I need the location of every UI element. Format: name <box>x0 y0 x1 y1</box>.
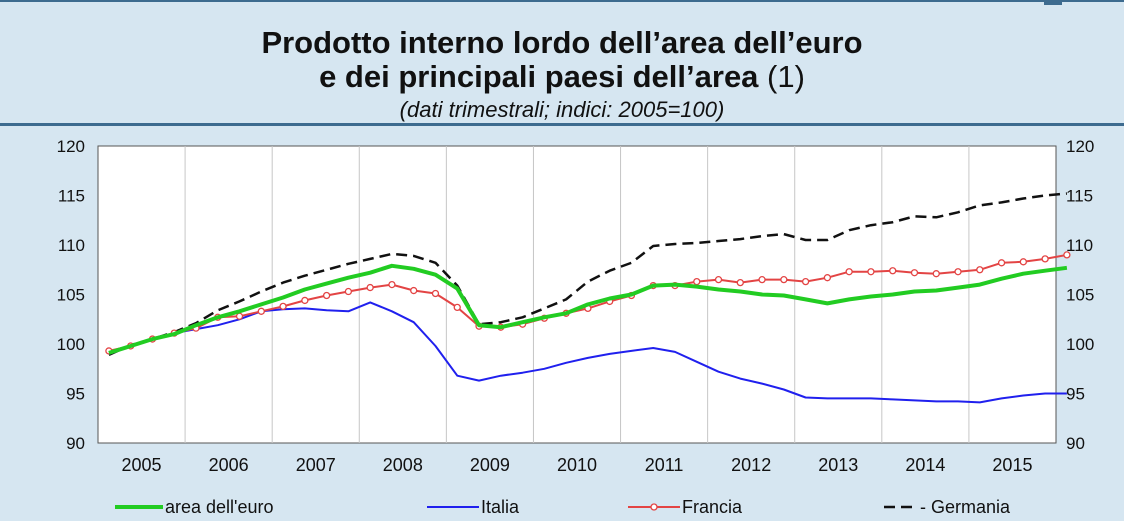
x-tick-label: 2014 <box>905 455 945 475</box>
data-point <box>910 269 919 277</box>
data-point <box>736 278 744 287</box>
y-tick-label-left: 105 <box>57 286 85 305</box>
data-point <box>889 267 897 275</box>
data-point <box>758 275 766 284</box>
chart-subtitle: (dati trimestrali; indici: 2005=100) <box>399 97 725 122</box>
x-tick-label: 2009 <box>470 455 510 475</box>
data-point <box>997 259 1006 267</box>
data-point <box>976 266 984 274</box>
x-tick-label: 2013 <box>818 455 858 475</box>
data-point <box>235 312 244 320</box>
x-tick-label: 2010 <box>557 455 597 475</box>
data-point <box>453 303 461 312</box>
series-line <box>108 263 1068 355</box>
y-tick-label-right: 100 <box>1066 335 1094 354</box>
x-tick-label: 2011 <box>645 455 684 475</box>
data-point <box>954 268 962 276</box>
x-tick-label: 2007 <box>296 455 336 475</box>
y-tick-label-right: 110 <box>1066 236 1093 255</box>
data-point <box>780 275 788 284</box>
data-point <box>257 307 265 315</box>
chart-title-block: Prodotto interno lordo dell’area dell’eu… <box>0 0 1124 126</box>
corner-mark <box>1044 2 1062 5</box>
data-point <box>431 289 440 298</box>
data-point <box>388 280 396 289</box>
y-tick-label-right: 120 <box>1066 137 1094 156</box>
chart-title-note-ref: (1) <box>767 59 805 94</box>
y-tick-label-right: 90 <box>1066 434 1085 453</box>
data-point <box>693 277 701 286</box>
data-point <box>366 283 374 292</box>
series-lines <box>105 192 1071 404</box>
x-axis: 2005 2006 2007 2008 2009 2010 2011 2012 2013 2014… <box>122 455 1033 475</box>
series-line <box>108 192 1068 357</box>
data-point <box>714 275 723 284</box>
y-axis-right: 90 95 100 105 110 115 120 <box>1066 137 1094 453</box>
legend-label: Francia <box>682 497 743 517</box>
y-tick-label-left: 110 <box>58 236 85 255</box>
legend-label: - Germania <box>920 497 1011 517</box>
x-tick-label: 2008 <box>383 455 423 475</box>
y-tick-label-left: 115 <box>58 187 85 206</box>
chart-title-line1: Prodotto interno lordo dell’area dell’eu… <box>261 25 863 60</box>
data-point <box>823 274 832 282</box>
data-point <box>845 268 853 276</box>
data-point <box>1063 251 1071 259</box>
y-tick-label-right: 105 <box>1066 286 1094 305</box>
y-tick-label-left: 95 <box>66 385 85 404</box>
y-axis-left: 90 95 100 105 110 115 120 <box>57 137 85 453</box>
data-point <box>867 268 875 276</box>
legend-marker <box>650 503 658 511</box>
data-point <box>932 270 940 278</box>
chart-title-line2: e dei principali paesi dell’area (1) <box>0 60 1124 94</box>
legend-label: Italia <box>481 497 520 517</box>
y-tick-label-right: 95 <box>1066 385 1085 404</box>
data-point <box>410 286 418 295</box>
legend-label: area dell'euro <box>165 497 274 517</box>
data-point <box>1041 255 1049 263</box>
y-tick-label-left: 90 <box>66 434 85 453</box>
data-point <box>322 291 331 300</box>
data-point <box>344 287 353 296</box>
data-point <box>801 277 810 286</box>
x-tick-label: 2015 <box>992 455 1032 475</box>
x-tick-label: 2005 <box>122 455 162 475</box>
y-tick-label-left: 100 <box>57 335 85 354</box>
data-point <box>301 296 309 305</box>
data-point <box>1019 258 1027 266</box>
plot-area <box>97 145 1057 444</box>
x-tick-label: 2006 <box>209 455 249 475</box>
data-point <box>279 302 287 311</box>
y-tick-label-right: 115 <box>1066 187 1093 206</box>
x-tick-label: 2012 <box>731 455 771 475</box>
chart-title-line2-text: e dei principali paesi dell’area <box>319 59 759 94</box>
y-tick-label-left: 120 <box>57 137 85 156</box>
legend: area dell'euro Italia Francia - Germania <box>115 497 1011 517</box>
